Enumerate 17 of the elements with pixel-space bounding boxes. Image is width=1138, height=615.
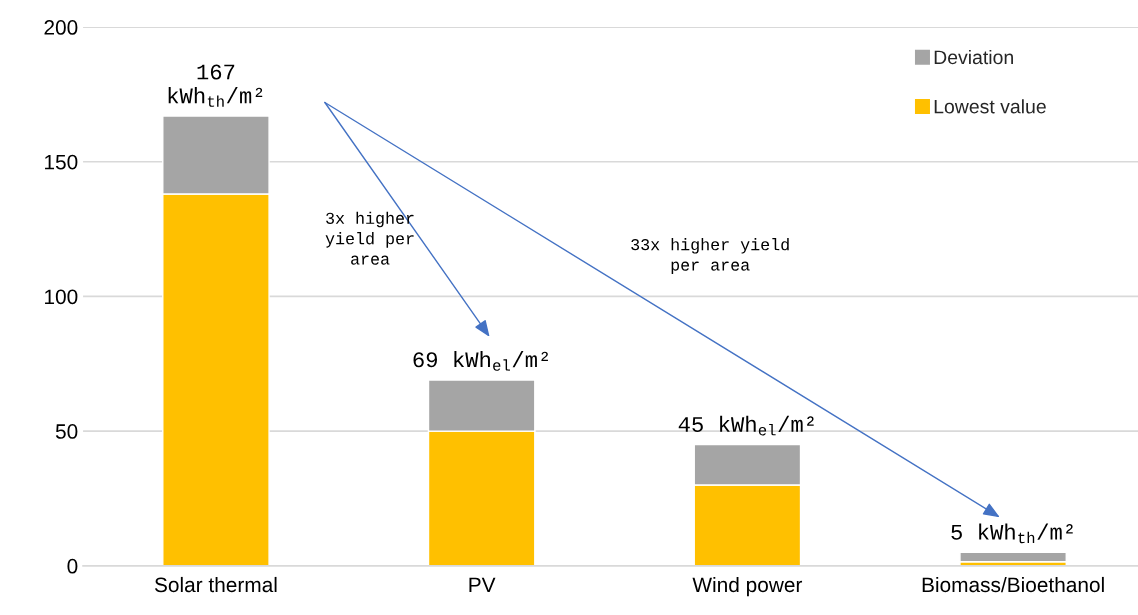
bar [959, 551, 1067, 563]
x-tick-label: PV [469, 577, 496, 593]
y-tick-label: 200 [44, 20, 78, 35]
x-tick-label: Wind power [692, 576, 803, 597]
y-tick-label: 150 [45, 154, 78, 170]
annotation: 33x higher yield per area [631, 238, 789, 274]
x-tick-label: Biomass/Bioethanol [922, 576, 1104, 593]
total-label: 45 kWh$_{el}$/m² [678, 415, 814, 436]
total-label: 167 kWh$_{th}$/m² [168, 64, 263, 107]
legend-label: Lowest value [934, 99, 1046, 114]
total-label: 5 kWh$_{th}$/m² [951, 523, 1073, 544]
y-tick-label: 50 [55, 424, 78, 439]
y-tick-label: 0 [67, 558, 78, 574]
y-tick-label: 100 [45, 289, 78, 305]
x-tick-label: Solar thermal [154, 576, 277, 593]
legend-label: Deviation [934, 49, 1013, 65]
total-label: 69 kWh$_{el}$/m² [413, 351, 548, 371]
